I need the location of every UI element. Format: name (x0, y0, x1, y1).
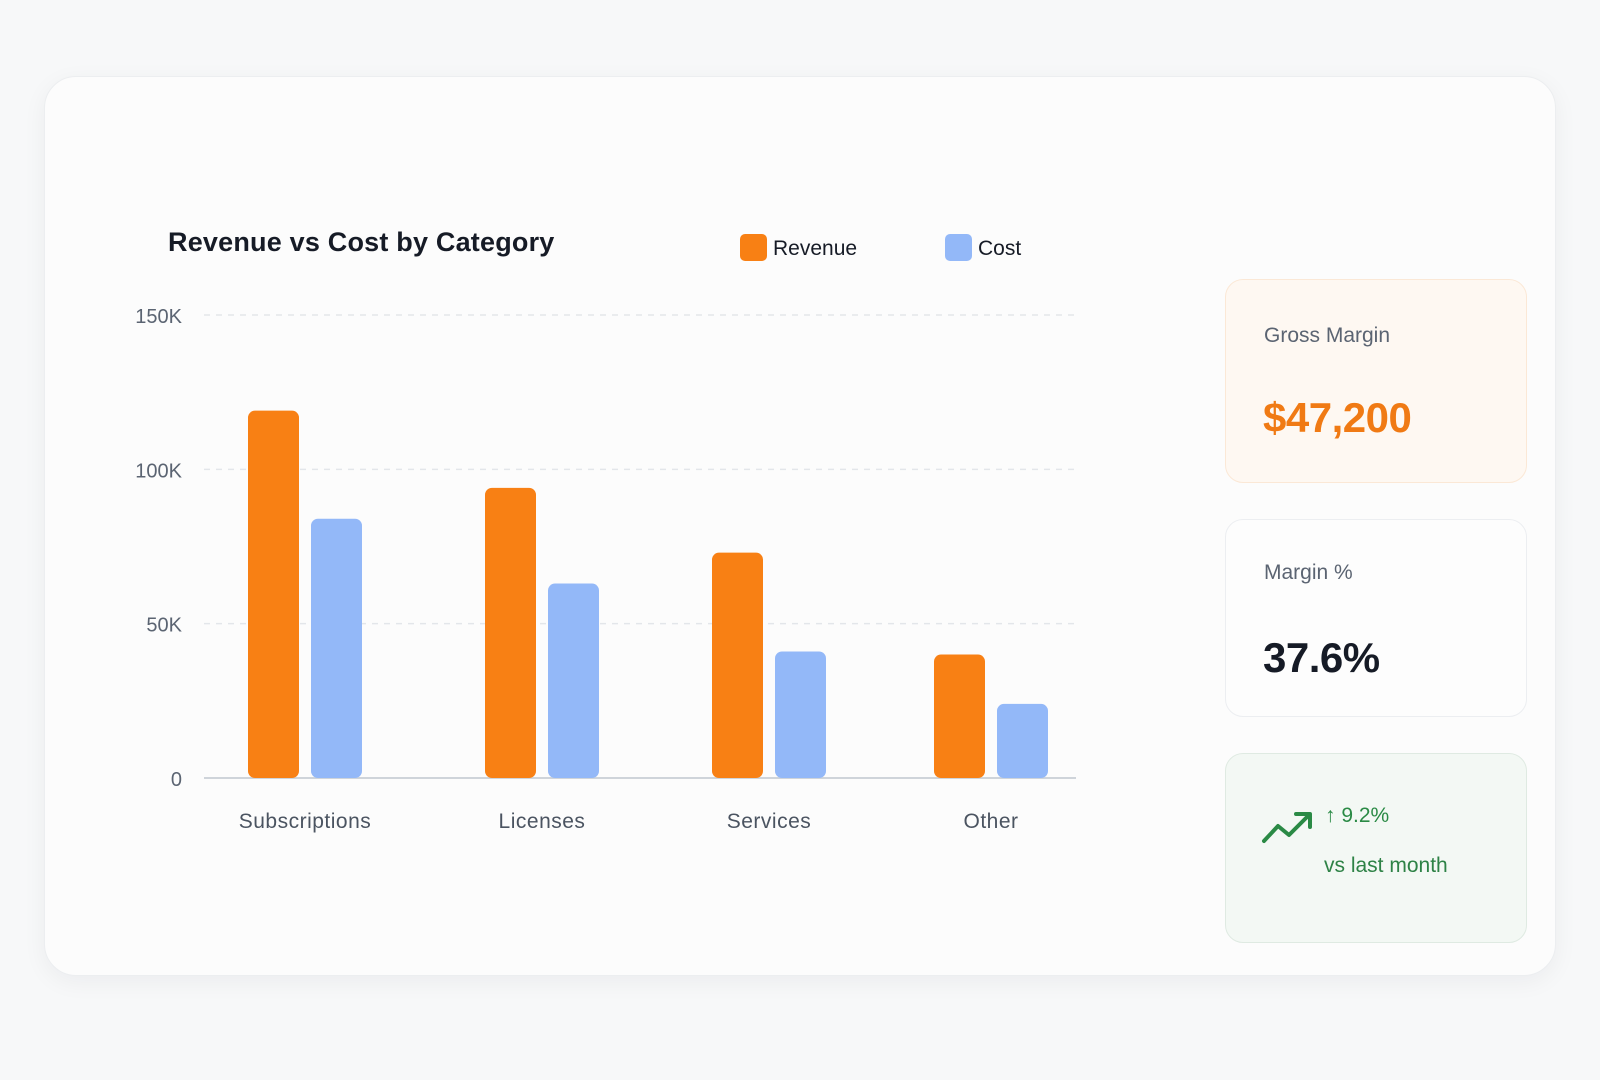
x-tick-label: Subscriptions (239, 810, 372, 833)
trend-card: ↑ 9.2% vs last month (1225, 753, 1527, 943)
bar-revenue-other (934, 654, 985, 778)
bar-revenue-services (712, 552, 763, 778)
y-tick-label: 150K (135, 306, 182, 328)
bar-revenue-licenses (485, 487, 536, 778)
legend-label-revenue: Revenue (773, 237, 857, 260)
bar-cost-other (997, 703, 1048, 778)
x-tick-label: Licenses (499, 810, 586, 833)
y-tick-label: 50K (146, 615, 182, 637)
trending-up-icon (1262, 812, 1312, 843)
legend-swatch-revenue (740, 234, 767, 261)
margin-percent-value: 37.6% (1263, 634, 1380, 681)
gross-margin-card: Gross Margin $47,200 (1225, 279, 1527, 483)
margin-percent-label: Margin % (1264, 561, 1353, 584)
legend-swatch-cost (945, 234, 972, 261)
bar-cost-licenses (548, 583, 599, 778)
chart-title: Revenue vs Cost by Category (168, 227, 555, 257)
bar-revenue-subscriptions (248, 410, 299, 778)
x-tick-label: Services (727, 810, 812, 833)
y-tick-label: 100K (135, 460, 182, 482)
x-tick-label: Other (963, 810, 1018, 833)
gross-margin-value: $47,200 (1263, 394, 1412, 441)
trend-caption: vs last month (1324, 854, 1448, 877)
bar-chart: 0 50K 100K 150K Subscriptions Licenses Service… (135, 234, 1076, 833)
bar-cost-subscriptions (311, 518, 362, 778)
dashboard-card: Revenue vs Cost by Category 0 50K 100K 150K… (44, 76, 1556, 976)
margin-percent-card: Margin % 37.6% (1225, 519, 1527, 717)
legend-label-cost: Cost (978, 237, 1021, 260)
bar-cost-services (775, 651, 826, 778)
y-tick-label: 0 (171, 769, 182, 791)
gross-margin-label: Gross Margin (1264, 324, 1391, 347)
trend-change-value: ↑ 9.2% (1325, 804, 1390, 827)
